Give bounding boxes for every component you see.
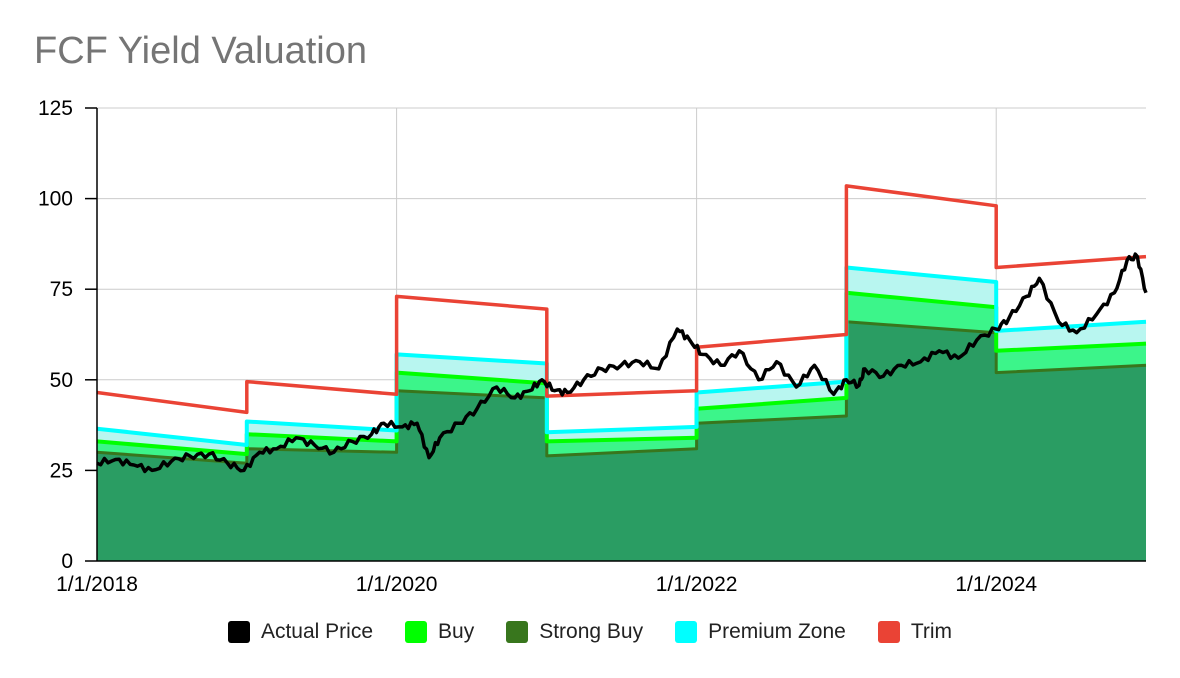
chart-plot: 0 25 50 75 100 125 1/1/2018 1/1/2020 1/1/2022 1/1… [38,97,1148,596]
x-tick-label: 1/1/2020 [356,573,438,596]
y-tick-label: 125 [38,97,73,120]
band-fills [97,267,1146,561]
legend-swatch [877,621,900,643]
premium-zone-line [96,265,1147,447]
x-tick-label: 1/1/2024 [955,573,1037,596]
x-tick-label: 1/1/2018 [56,573,138,596]
legend-item: Premium Zone [675,620,846,644]
legend-item: Actual Price [227,620,374,644]
buy-line [96,290,1147,457]
actual-price-line [96,252,1148,474]
y-tick-label: 75 [50,278,73,301]
legend-item: Buy [405,620,474,644]
y-tick-label: 50 [50,369,73,392]
legend-swatch [675,621,698,643]
legend-label: Premium Zone [708,620,846,643]
legend-label: Trim [910,620,953,643]
legend-item: Trim [877,620,953,644]
legend-swatch [506,621,529,643]
band-lines [96,184,1148,474]
trim-line [96,184,1147,415]
legend-label: Strong Buy [539,620,644,643]
y-tick-label: 25 [50,459,73,482]
legend-swatch [227,621,250,643]
y-tick-label: 100 [38,188,73,211]
axes [85,107,1146,562]
chart-title: FCF Yield Valuation [34,30,368,72]
legend-label: Actual Price [260,620,374,643]
x-tick-label: 1/1/2022 [656,573,738,596]
y-tick-label: 0 [61,550,73,573]
legend-swatch [405,621,428,643]
strong-buy-area [97,321,1146,561]
legend-item: Strong Buy [506,620,643,644]
tick-labels: 0 25 50 75 100 125 1/1/2018 1/1/2020 1/1/2022 1/1… [38,97,1037,596]
legend-label: Buy [438,620,475,643]
legend: Actual Price Buy Strong Buy Premium Zone Tri… [0,612,1180,652]
